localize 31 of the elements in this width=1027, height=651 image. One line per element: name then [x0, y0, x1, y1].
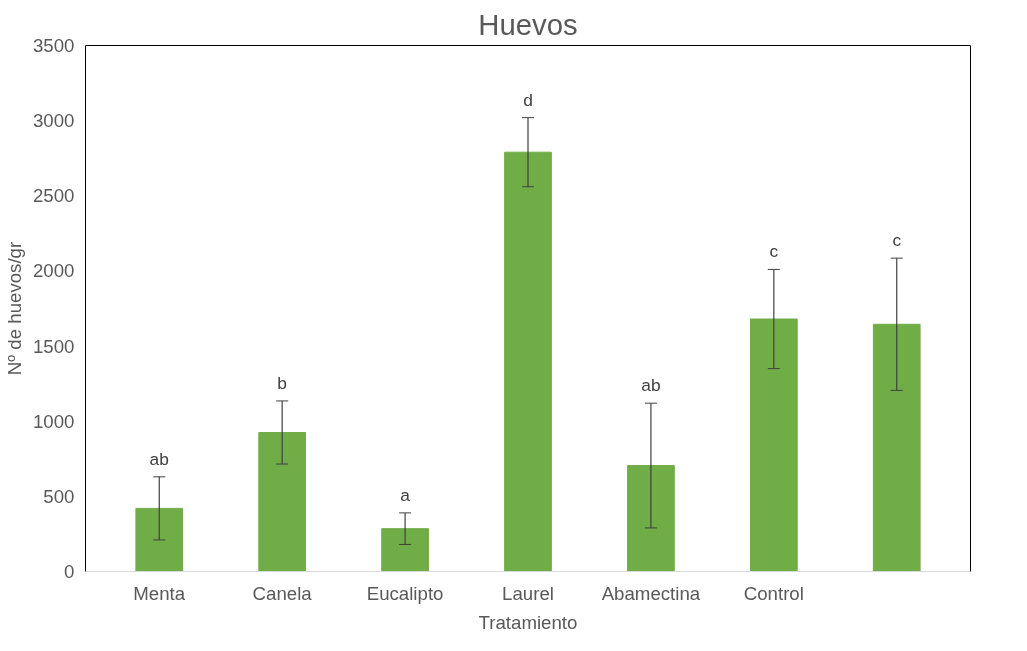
- y-tick-label: 2000: [33, 260, 75, 282]
- bar: [258, 431, 307, 572]
- y-tick-label: 3000: [33, 110, 75, 132]
- bar: [872, 323, 921, 572]
- bar: [504, 151, 552, 572]
- y-tick-label: 2500: [33, 185, 75, 207]
- y-tick-label: 0: [64, 561, 75, 582]
- x-axis-title: Tratamiento: [478, 611, 578, 633]
- annotation: ab: [149, 448, 169, 469]
- y-axis-title: Nº de huevos/gr: [4, 241, 25, 376]
- bar: [749, 318, 798, 572]
- bar: [627, 465, 675, 572]
- x-tick-label: Menta: [133, 582, 186, 604]
- y-tick-label: 1000: [33, 410, 75, 432]
- x-tick-label: Eucalipto: [366, 582, 444, 604]
- y-tick-label: 1500: [33, 335, 75, 357]
- annotation: b: [277, 372, 287, 393]
- annotation: c: [892, 230, 902, 251]
- y-tick-label: 500: [43, 485, 75, 507]
- x-tick-label: Control: [743, 582, 804, 604]
- bar: [381, 528, 429, 572]
- x-tick-label: Canela: [252, 582, 313, 604]
- x-tick-label: Laurel: [502, 582, 554, 604]
- x-tick-label: Abamectina: [601, 582, 701, 604]
- annotation: d: [523, 89, 533, 110]
- y-tick-label: 3500: [33, 35, 75, 56]
- annotation: c: [769, 241, 779, 262]
- annotation: ab: [641, 375, 661, 396]
- bar: [135, 507, 184, 572]
- chart-title: Huevos: [478, 7, 578, 41]
- annotation: a: [400, 484, 411, 505]
